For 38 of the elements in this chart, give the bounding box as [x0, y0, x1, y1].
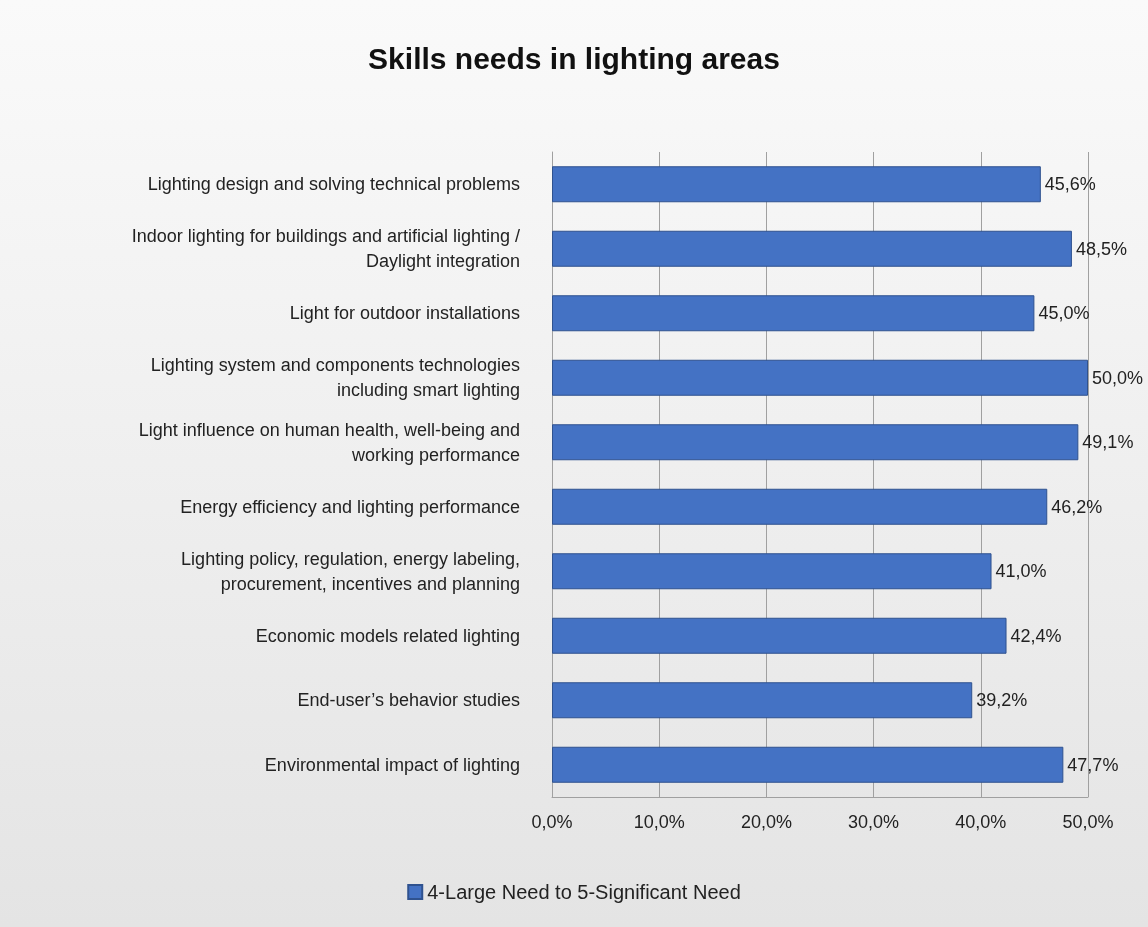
y-tick-label: Economic models related lighting	[255, 625, 520, 646]
data-label: 48,5%	[1075, 238, 1127, 259]
y-tick-label: Light for outdoor installations	[289, 303, 520, 324]
bar	[552, 295, 1035, 332]
y-tick-label: Light influence on human health, well-being and working performance	[138, 419, 520, 465]
y-tick-label: Lighting system and components technologies including smart lighting	[150, 355, 520, 401]
legend-label: 4-Large Need to 5-Significant Need	[427, 881, 741, 903]
bar	[552, 553, 992, 590]
bar	[552, 617, 1007, 654]
data-label: 45,6%	[1044, 174, 1096, 195]
y-tick-label: Lighting design and solving technical problems	[147, 174, 520, 195]
data-label: 47,7%	[1067, 754, 1119, 775]
data-label: 46,2%	[1051, 496, 1103, 517]
data-label: 42,4%	[1010, 625, 1062, 646]
x-tick-label: 50,0%	[1062, 812, 1114, 832]
x-tick-label: 0,0%	[531, 812, 573, 832]
data-label: 49,1%	[1082, 432, 1134, 453]
x-tick-label: 10,0%	[633, 812, 685, 832]
y-tick-label: Indoor lighting for buildings and artificial lighting / Daylight integration	[131, 226, 520, 272]
chart-title: Skills needs in lighting areas	[368, 41, 780, 75]
data-label: 45,0%	[1038, 303, 1090, 324]
data-label: 39,2%	[976, 690, 1028, 711]
bar	[552, 424, 1079, 461]
x-tick-label: 30,0%	[848, 812, 900, 832]
bar	[552, 682, 973, 719]
x-tick-label: 20,0%	[740, 812, 792, 832]
y-tick-label: Environmental impact of lighting	[264, 754, 520, 775]
bar	[552, 746, 1064, 783]
x-tick-label: 40,0%	[955, 812, 1007, 832]
data-label: 41,0%	[995, 561, 1047, 582]
data-label: 50,0%	[1092, 367, 1144, 388]
y-tick-label: Energy efficiency and lighting performance	[180, 496, 520, 517]
bar	[552, 166, 1041, 203]
y-tick-label: Lighting policy, regulation, energy labeling, procurement, incentives and planning	[181, 548, 520, 594]
bar	[552, 230, 1072, 267]
y-tick-label: End-user’s behavior studies	[297, 690, 520, 711]
bar	[552, 488, 1048, 525]
bar	[552, 359, 1088, 396]
